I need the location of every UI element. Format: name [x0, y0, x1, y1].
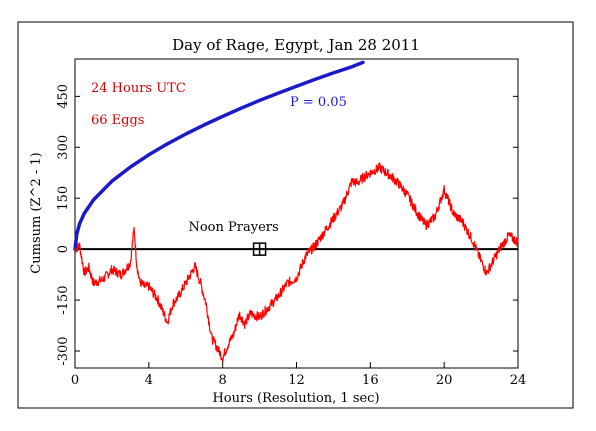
plot-area — [74, 58, 519, 369]
y-tick-label: 300 — [56, 135, 71, 160]
x-tick-label: 16 — [362, 373, 379, 388]
p-value-label: P = 0.05 — [290, 95, 347, 110]
y-tick-label: 450 — [56, 84, 71, 109]
event-label: Noon Prayers — [188, 220, 278, 235]
x-tick-label: 8 — [219, 373, 227, 388]
event-marker — [252, 242, 267, 256]
y-tick-label: -300 — [56, 336, 71, 365]
x-axis-label: Hours (Resolution, 1 sec) — [212, 391, 379, 406]
x-tick-label: 4 — [145, 373, 153, 388]
x-tick-label: 24 — [510, 373, 527, 388]
x-axis-ticks: 0 4 8 12 16 20 24 — [71, 362, 526, 388]
y-tick-label: 150 — [56, 186, 71, 211]
eggs-label: 66 Eggs — [91, 113, 144, 128]
x-tick-label: 0 — [71, 373, 79, 388]
y-tick-label: 0 — [56, 245, 71, 253]
y-tick-label: -150 — [56, 285, 71, 314]
x-tick-label: 12 — [288, 373, 305, 388]
chart-title: Day of Rage, Egypt, Jan 28 2011 — [172, 36, 420, 54]
p-envelope-line — [73, 60, 365, 251]
y-axis-ticks: -300 -150 0 150 300 450 — [56, 84, 518, 366]
period-label: 24 Hours UTC — [91, 81, 186, 96]
cumsum-line — [74, 162, 519, 363]
y-axis-label: Cumsum (Z^2 - 1) — [29, 152, 44, 273]
x-tick-label: 20 — [436, 373, 453, 388]
